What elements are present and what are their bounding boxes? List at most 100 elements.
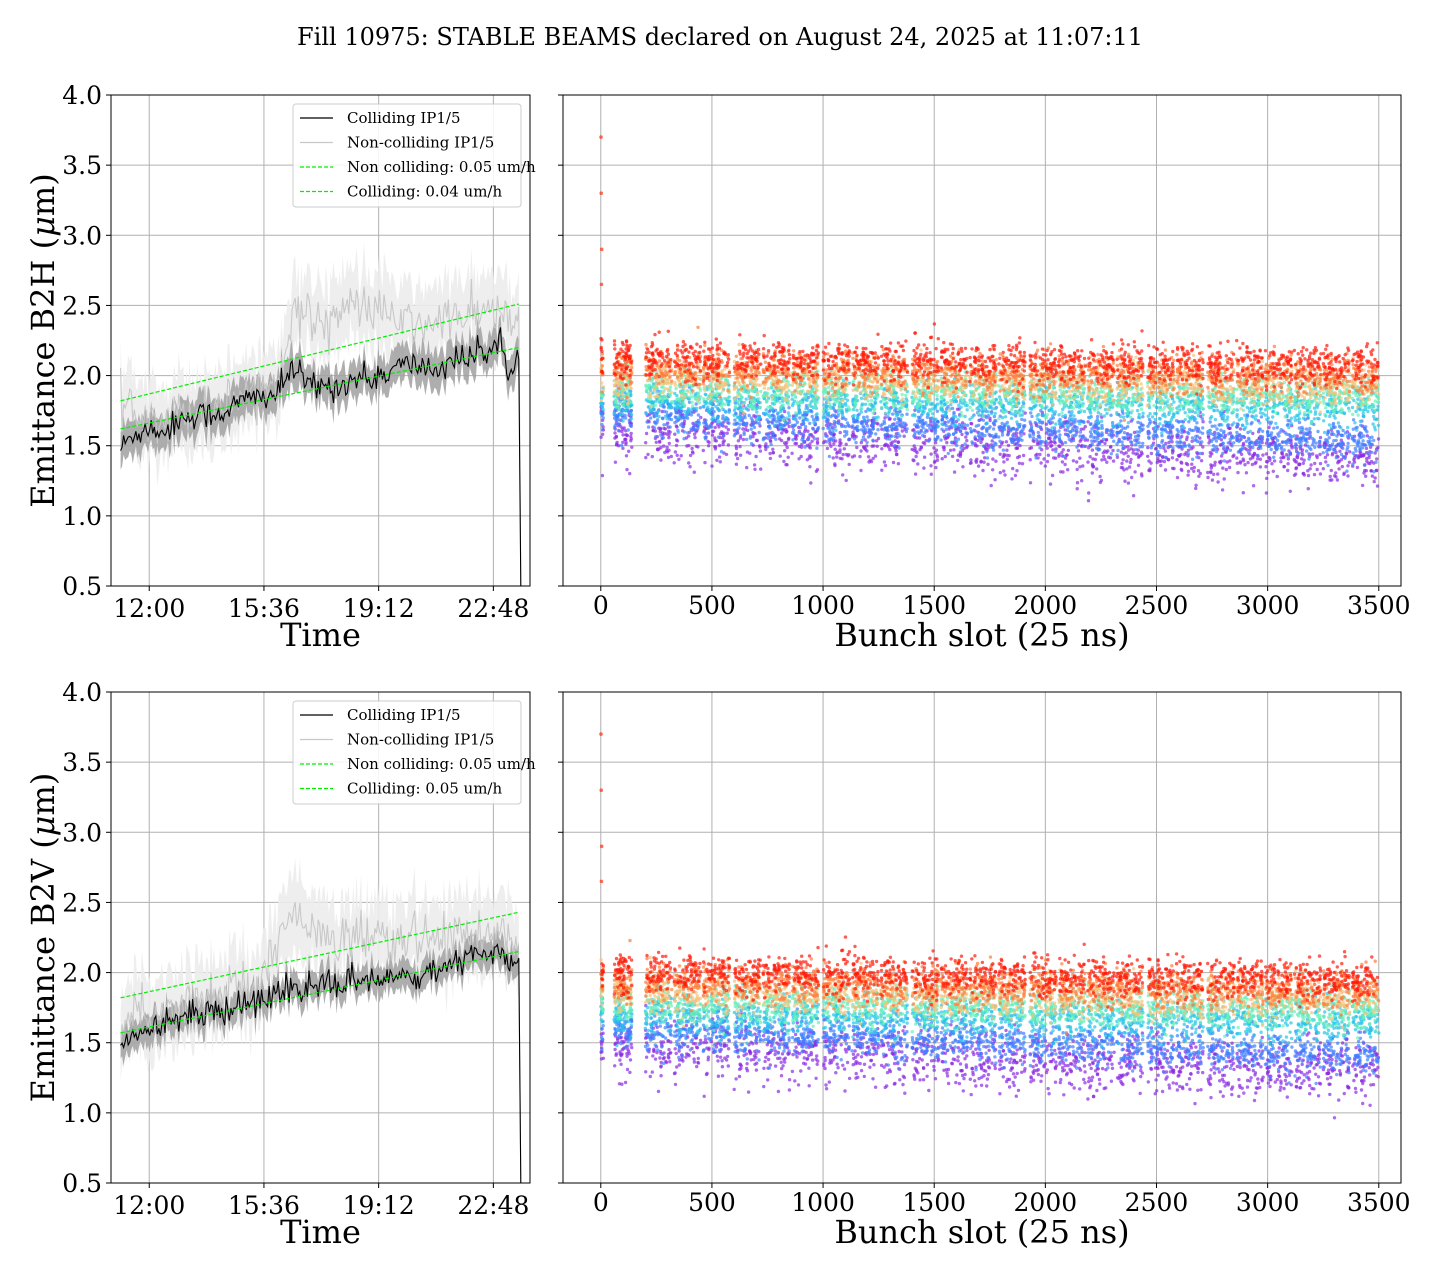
bunch-point: [1083, 424, 1088, 429]
bunch-point: [1186, 448, 1191, 452]
bunch-point: [1269, 420, 1274, 424]
bunch-point: [1054, 449, 1058, 454]
bunch-point: [1135, 408, 1140, 413]
bunch-point: [769, 439, 773, 444]
bunch-point: [1219, 428, 1223, 432]
bunch-point: [693, 435, 697, 440]
bunch-point: [1326, 463, 1330, 468]
bunch-point: [1200, 440, 1204, 444]
bunch-point: [674, 438, 679, 442]
bunch-point: [722, 396, 727, 401]
bunch-point: [1214, 439, 1219, 443]
bunch-point: [1112, 439, 1116, 443]
bunch-point: [954, 430, 958, 435]
bunch-point: [644, 455, 648, 460]
bunch-point: [781, 418, 786, 422]
bunch-point: [939, 438, 943, 442]
bunch-point: [1258, 444, 1262, 449]
bunch-point: [810, 414, 814, 419]
bunch-point: [1275, 425, 1280, 430]
y-tick-label: 2.5: [62, 291, 102, 320]
bunch-point: [794, 411, 798, 415]
bunch-point: [1304, 438, 1308, 442]
bunch-point: [808, 421, 812, 426]
bunch-point: [815, 437, 820, 441]
bunch-point: [1266, 442, 1271, 446]
bunch-point: [1090, 464, 1095, 468]
bunch-point: [687, 461, 691, 465]
bunch-point: [769, 405, 773, 409]
bunch-point: [1149, 451, 1154, 456]
bunch-point: [1178, 436, 1182, 440]
bunch-point: [993, 411, 997, 416]
bunch-point: [1106, 449, 1110, 453]
bunch-point: [824, 434, 828, 438]
bunch-point: [1210, 448, 1215, 452]
bunch-point: [1137, 412, 1141, 417]
bunch-point: [965, 408, 969, 412]
bunch-point: [1133, 470, 1137, 474]
bunch-point: [1147, 468, 1151, 473]
bunch-point: [1029, 424, 1034, 429]
bunch-point: [893, 417, 897, 421]
bunch-point: [869, 398, 874, 403]
bunch-point: [982, 444, 986, 448]
x-tick-label: 0: [593, 591, 609, 620]
bunch-point: [993, 478, 997, 482]
bunch-point: [1091, 457, 1095, 461]
bunch-point: [766, 405, 770, 409]
bunch-point: [873, 454, 878, 458]
bunch-point: [953, 438, 957, 443]
bunch-point: [897, 417, 901, 422]
bunch-point: [866, 399, 870, 403]
bunch-point: [890, 440, 895, 444]
bunch-point: [648, 409, 652, 413]
bunch-point: [992, 414, 997, 419]
bunch-point: [722, 433, 726, 438]
bunch-point: [1104, 438, 1109, 442]
bunch-point: [661, 436, 665, 440]
bunch-point: [629, 411, 633, 416]
bunch-point: [1163, 420, 1168, 424]
bunch-point: [993, 407, 997, 411]
bunch-point: [1096, 448, 1100, 452]
bunch-point: [1068, 430, 1073, 434]
bunch-point: [754, 438, 759, 442]
bunch-point: [690, 400, 694, 404]
x-tick-label: 3500: [1347, 591, 1411, 620]
bunch-point: [1346, 425, 1350, 430]
bunch-point: [1172, 400, 1176, 404]
bunch-point: [1190, 416, 1194, 420]
bunch-point: [815, 412, 819, 416]
bunch-point: [1376, 423, 1381, 428]
bunch-point: [1016, 442, 1020, 446]
bunch-point: [1216, 408, 1220, 413]
bunch-point: [706, 405, 710, 409]
bunch-point: [1044, 439, 1048, 444]
bunch-point: [1067, 437, 1072, 442]
bunch-point: [679, 454, 683, 458]
bunch-point: [1355, 428, 1359, 432]
bunch-point: [1139, 450, 1144, 454]
bunch-point: [1267, 425, 1271, 430]
bunch-point: [1359, 454, 1363, 458]
bunch-point: [872, 420, 876, 424]
bunch-point: [653, 403, 658, 407]
bunch-point: [1251, 445, 1255, 450]
bunch-point: [694, 444, 699, 448]
bunch-point: [1271, 410, 1275, 414]
bunch-point: [719, 449, 724, 454]
bunch-point: [1163, 455, 1168, 459]
bunch-point: [1264, 459, 1269, 464]
bunch-point: [1372, 470, 1376, 474]
bunch-point: [1221, 441, 1225, 446]
bunch-point: [885, 432, 889, 436]
bunch-point: [785, 445, 789, 450]
bunch-point: [1196, 469, 1201, 473]
bunch-point: [926, 439, 931, 443]
bunch-point: [657, 414, 661, 419]
bunch-point: [1317, 417, 1321, 421]
bunch-point: [852, 454, 857, 458]
bunch-point: [1270, 462, 1274, 466]
bunch-point: [1327, 444, 1331, 448]
